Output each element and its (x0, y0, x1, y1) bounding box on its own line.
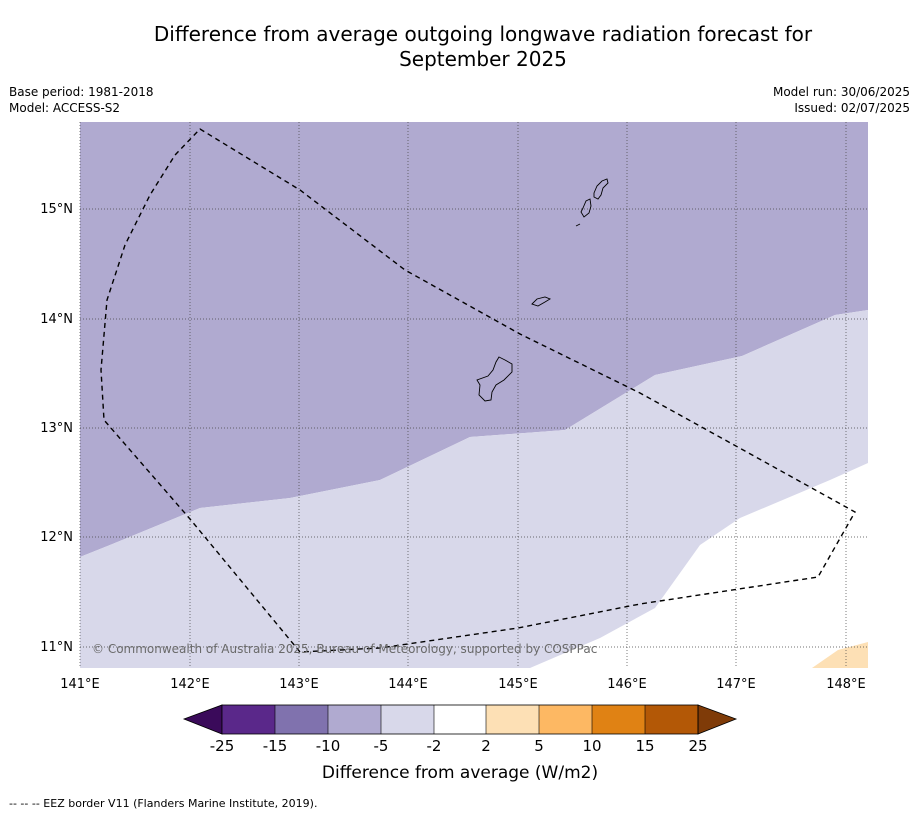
model-run: Model run: 30/06/2025 (772, 85, 910, 99)
lon-label-147e: 147°E (716, 677, 756, 692)
lon-label-145e: 145°E (498, 677, 538, 692)
colorbar-bin (592, 705, 645, 734)
meta-left: Base period: 1981-2018 Model: ACCESS-S2 (9, 84, 154, 116)
zone-pos2-pos5 (812, 642, 868, 668)
colorbar-tick: -2 (427, 737, 442, 755)
model-name: Model: ACCESS-S2 (9, 101, 121, 115)
map-title: Difference from average outgoing longwav… (60, 22, 906, 72)
lon-label-146e: 146°E (607, 677, 647, 692)
zone-neg10-neg5 (80, 122, 868, 557)
lon-label-141e: 141°E (60, 677, 100, 692)
lat-label-12n: 12°N (40, 530, 73, 545)
colorbar-bin (222, 705, 275, 734)
zone-neg5-neg2 (80, 310, 868, 668)
lon-label-143e: 143°E (279, 677, 319, 692)
colorbar-bin (486, 705, 539, 734)
colorbar-tick: -15 (263, 737, 288, 755)
gridlines (79, 122, 868, 668)
colorbar-extend-high (697, 704, 738, 735)
colorbar: -25 -15 -10 -5 -2 2 5 10 15 25 Differenc… (182, 704, 738, 783)
colorbar-bin (381, 705, 434, 734)
title-line-2: September 2025 (399, 47, 567, 71)
islands (476, 178, 609, 402)
map-area: © Commonwealth of Australia 2025, Bureau… (79, 122, 868, 668)
base-period: Base period: 1981-2018 (9, 85, 154, 99)
eez-border (100, 128, 856, 653)
colorbar-tick: 2 (481, 737, 491, 755)
colorbar-tick: -10 (316, 737, 341, 755)
meta-right: Model run: 30/06/2025 Issued: 02/07/2025 (773, 84, 910, 116)
colorbar-label: Difference from average (W/m2) (322, 763, 598, 783)
island-guam (476, 356, 513, 402)
colorbar-bin (328, 705, 381, 734)
colorbar-outline (221, 704, 699, 735)
lon-label-148e: 148°E (826, 677, 866, 692)
colorbar-bin (275, 705, 328, 734)
colorbar-tick: 5 (534, 737, 544, 755)
lat-label-15n: 15°N (40, 202, 73, 217)
lat-label-14n: 14°N (40, 312, 73, 327)
colorbar-tick: 25 (688, 737, 707, 755)
copyright-notice: © Commonwealth of Australia 2025, Bureau… (92, 642, 597, 656)
lat-label-13n: 13°N (40, 421, 73, 436)
colorbar-bin (434, 705, 486, 734)
colorbar-bin (645, 705, 698, 734)
island-tinian (580, 198, 592, 218)
lon-labels: 141°E 142°E 143°E 144°E 145°E 146°E 147°… (60, 677, 866, 692)
issued-date: Issued: 02/07/2025 (794, 101, 910, 115)
colorbar-tick: 15 (635, 737, 654, 755)
colorbar-tick: -25 (210, 737, 235, 755)
colorbar-extend-low (182, 704, 223, 735)
island-rota (531, 296, 552, 307)
island-saipan (593, 178, 609, 200)
title-line-1: Difference from average outgoing longwav… (153, 22, 813, 46)
lon-label-142e: 142°E (170, 677, 210, 692)
eez-legend-footer: -- -- -- EEZ border V11 (Flanders Marine… (9, 797, 318, 810)
colorbar-tick: -5 (374, 737, 389, 755)
colorbar-tick: 10 (582, 737, 601, 755)
colorbar-bin (539, 705, 592, 734)
lon-label-144e: 144°E (388, 677, 428, 692)
map-figure: © Commonwealth of Australia 2025, Bureau… (40, 122, 868, 783)
lat-label-11n: 11°N (40, 640, 73, 655)
lat-labels: 15°N 14°N 13°N 12°N 11°N (40, 202, 73, 655)
island-aguijan (575, 223, 581, 227)
